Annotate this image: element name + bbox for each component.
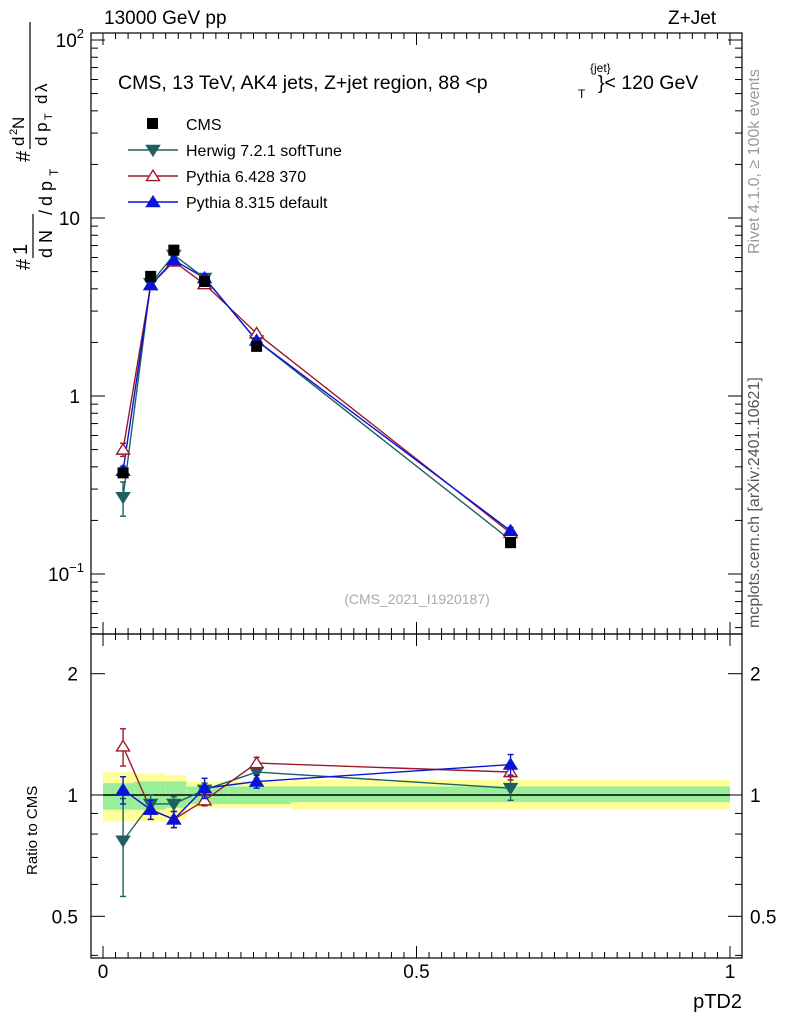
ratio-tick-label: 1: [67, 786, 78, 807]
svg-text:#: #: [13, 150, 35, 162]
series-1-ratio-point: [248, 755, 265, 769]
data-point: [251, 340, 263, 352]
series-1-line: [122, 260, 511, 534]
ratio-tick-label: 2: [67, 665, 78, 686]
chart-title: CMS, 13 TeV, AK4 jets, Z+jet region, 88 …: [118, 72, 488, 94]
series-2-ratio-point: [142, 802, 159, 815]
series-0-point: [115, 491, 131, 505]
legend-label: Pythia 8.315 default: [186, 195, 328, 212]
svg-text:2: 2: [8, 129, 20, 135]
svg-text:1: 1: [10, 244, 32, 255]
svg-text:λ: λ: [32, 83, 51, 92]
header-right-label: Z+Jet: [668, 8, 717, 29]
band-inner-0: [103, 783, 135, 810]
series-2-point: [142, 277, 159, 291]
series-lines: [122, 253, 511, 842]
series-2-ratio-point: [248, 774, 265, 787]
svg-text:/: /: [36, 210, 56, 215]
x-tick-label: 1: [725, 962, 736, 983]
svg-text:d p: d p: [32, 122, 51, 146]
y-tick-label: 1: [69, 387, 80, 408]
legend-label: Pythia 6.428 370: [186, 169, 306, 186]
series-markers: CMS Herwig 7.2.1 softTune Pythia 6.428 370…: [115, 117, 519, 898]
series-2-ratio-point: [502, 757, 519, 770]
ratio-tick-label-right: 2: [750, 665, 761, 686]
series-2-point: [502, 523, 519, 536]
axes: 0 0.5 1 pTD2 10−1 1 10 102 0.5 0.5 1 1 2 2 (CMS_2021_I…: [48, 26, 776, 1013]
data-point: [505, 537, 517, 549]
legend-label: Herwig 7.2.1 softTune: [186, 143, 342, 160]
series-2-ratio-point: [196, 780, 213, 794]
svg-text:d N: d N: [36, 230, 56, 258]
y-tick-label: 10: [59, 209, 80, 230]
series-2-line: [122, 259, 511, 532]
data-point: [145, 270, 157, 282]
legend-marker-data: [147, 118, 158, 129]
svg-text:#: #: [13, 258, 35, 270]
series-2-ratio-point: [115, 782, 131, 796]
svg-text:N: N: [9, 117, 28, 129]
svg-text:T: T: [43, 113, 55, 120]
x-axis-label: pTD2: [693, 991, 742, 1013]
series-1-ratio-point: [115, 739, 131, 752]
svg-text:T: T: [47, 168, 61, 176]
legend-marker: [145, 168, 161, 182]
legend-marker: [145, 144, 161, 158]
y-axis-label: # 1 d N / d p T # d 2 N d p T d λ: [8, 22, 61, 270]
legend-marker: [145, 194, 161, 208]
ratio-tick-label-right: 1: [750, 786, 761, 807]
series-2-ratio-line: [122, 763, 511, 821]
chart-title-tail: {jet} T}< 120 GeV: [578, 61, 698, 101]
data-point: [117, 467, 129, 479]
series-0-line: [122, 253, 511, 541]
x-tick-label: 0: [98, 962, 109, 983]
series-0-ratio-point: [502, 782, 519, 796]
ratio-y-axis-label: Ratio to CMS: [24, 786, 41, 875]
legend-label: CMS: [186, 117, 222, 134]
x-tick-label: 0.5: [403, 962, 429, 983]
series-0-ratio-point: [166, 798, 182, 812]
data-point: [199, 275, 211, 287]
series-1-point: [115, 442, 131, 455]
series-2-point: [166, 252, 182, 266]
svg-text:d: d: [9, 137, 28, 146]
y-tick-label: 102: [56, 26, 84, 52]
series-0-ratio-point: [115, 835, 131, 848]
svg-text:d p: d p: [36, 181, 56, 206]
y-tick-label: 10−1: [48, 560, 84, 586]
ratio-tick-label: 0.5: [52, 907, 78, 928]
ratio-tick-label-right: 0.5: [750, 907, 776, 928]
svg-text:d: d: [32, 95, 51, 104]
header-left-label: 13000 GeV pp: [104, 8, 227, 29]
data-point: [168, 244, 180, 256]
series-2-ratio-point: [166, 812, 182, 825]
analysis-watermark: (CMS_2021_I1920187): [344, 591, 490, 607]
series-1-ratio-point: [196, 793, 213, 806]
